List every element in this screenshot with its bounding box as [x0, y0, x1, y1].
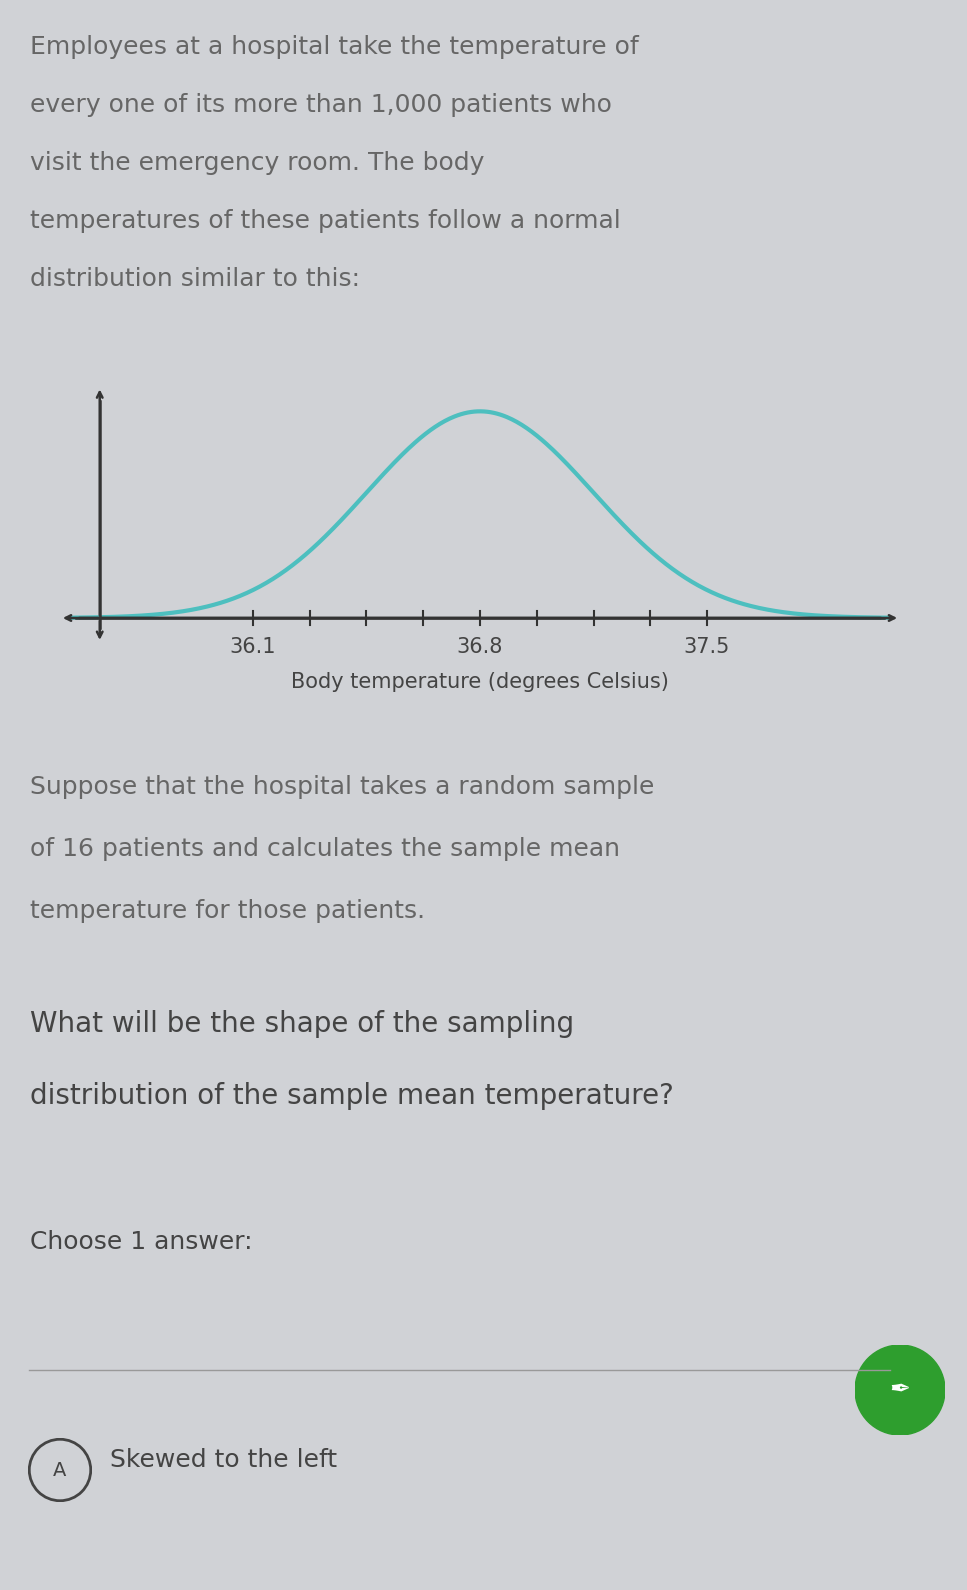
Text: temperature for those patients.: temperature for those patients.: [30, 898, 425, 924]
Text: What will be the shape of the sampling: What will be the shape of the sampling: [30, 1010, 574, 1038]
Text: 36.8: 36.8: [456, 636, 503, 657]
Text: ✒: ✒: [890, 1379, 911, 1402]
Text: Skewed to the left: Skewed to the left: [110, 1448, 337, 1472]
Text: Body temperature (degrees Celsius): Body temperature (degrees Celsius): [291, 671, 669, 692]
Text: every one of its more than 1,000 patients who: every one of its more than 1,000 patient…: [30, 92, 612, 118]
Text: temperatures of these patients follow a normal: temperatures of these patients follow a …: [30, 208, 621, 234]
Text: A: A: [53, 1461, 67, 1480]
Text: 36.1: 36.1: [230, 636, 277, 657]
Text: Suppose that the hospital takes a random sample: Suppose that the hospital takes a random…: [30, 774, 655, 800]
Text: visit the emergency room. The body: visit the emergency room. The body: [30, 151, 484, 175]
Text: of 16 patients and calculates the sample mean: of 16 patients and calculates the sample…: [30, 836, 620, 862]
Text: Choose 1 answer:: Choose 1 answer:: [30, 1231, 252, 1255]
Text: distribution of the sample mean temperature?: distribution of the sample mean temperat…: [30, 1083, 674, 1110]
Text: distribution similar to this:: distribution similar to this:: [30, 267, 360, 291]
Circle shape: [855, 1345, 945, 1436]
Text: 37.5: 37.5: [684, 636, 730, 657]
Text: Employees at a hospital take the temperature of: Employees at a hospital take the tempera…: [30, 35, 639, 59]
